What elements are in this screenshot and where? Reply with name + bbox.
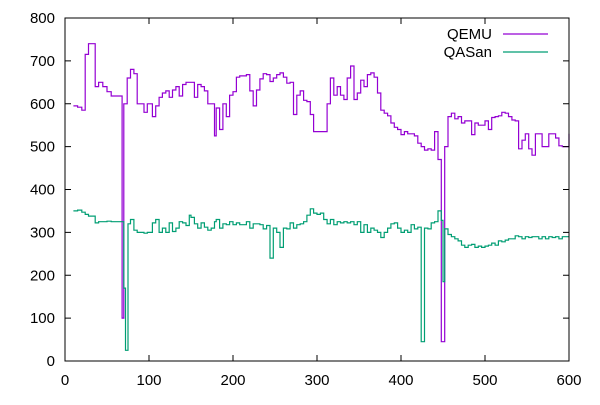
legend-label-qemu: QEMU bbox=[447, 26, 492, 43]
y-tick-label: 700 bbox=[30, 53, 55, 70]
series-line-qasan bbox=[73, 208, 569, 351]
x-tick-label: 400 bbox=[388, 372, 413, 389]
y-tick-label: 600 bbox=[30, 96, 55, 113]
series-layer bbox=[73, 43, 570, 351]
x-tick-label: 0 bbox=[61, 372, 69, 389]
x-tick-label: 500 bbox=[472, 372, 497, 389]
y-tick-label: 400 bbox=[30, 182, 55, 199]
y-tick-label: 500 bbox=[30, 139, 55, 156]
y-tick-label: 800 bbox=[30, 10, 55, 27]
y-tick-label: 300 bbox=[30, 224, 55, 241]
y-tick-label: 100 bbox=[30, 310, 55, 327]
axes-layer: 0 100 200 300 400 500 600 700 800 0 100 200 300 400 50… bbox=[30, 10, 582, 389]
x-tick-label: 300 bbox=[304, 372, 329, 389]
x-tick-label: 600 bbox=[556, 372, 581, 389]
x-tick-label: 100 bbox=[136, 372, 161, 389]
y-tick-label: 0 bbox=[47, 353, 55, 370]
x-tick-label: 200 bbox=[220, 372, 245, 389]
plot-frame bbox=[64, 17, 570, 362]
series-line-qemu bbox=[73, 43, 570, 343]
y-tick-label: 200 bbox=[30, 267, 55, 284]
legend-label-qasan: QASan bbox=[444, 44, 492, 61]
